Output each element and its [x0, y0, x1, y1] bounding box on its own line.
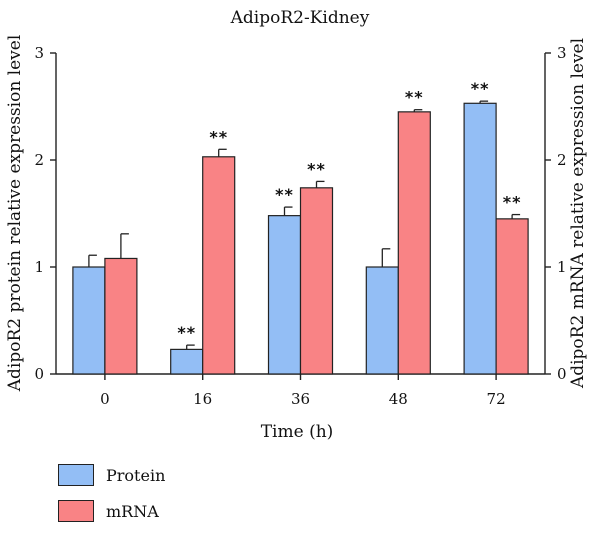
- y-tick-label-left: 2: [34, 151, 44, 169]
- y-tick-label-right: 1: [557, 258, 567, 276]
- bar-protein-0: [72, 266, 106, 375]
- legend-label-mrna: mRNA: [106, 501, 159, 521]
- legend-item-mrna: mRNA: [58, 498, 165, 524]
- legend-label-protein: Protein: [106, 465, 166, 485]
- y-tick-label-left: 3: [34, 44, 44, 62]
- bar-mrna-36: [299, 187, 334, 375]
- significance-label: **: [503, 193, 522, 212]
- y-tick-label-right: 0: [557, 365, 567, 383]
- significance-label: **: [209, 127, 228, 146]
- bar-protein-36: [267, 215, 302, 375]
- bar-mrna-72: [495, 218, 529, 375]
- bar-protein-72: [463, 102, 497, 375]
- bar-protein-16: [170, 348, 204, 375]
- chart-title: AdipoR2-Kidney: [230, 8, 370, 28]
- significance-label: **: [307, 159, 326, 178]
- significance-label: **: [275, 185, 294, 204]
- bar-mrna-48: [397, 111, 431, 375]
- bar-protein-48: [365, 266, 399, 375]
- bar-chart: AdipoR2-Kidney 0 0 1 1 2 2 3 3 0 16 ** ** 36 ** ** 48 **…: [5, 8, 588, 442]
- legend-swatch-mrna: [58, 500, 94, 522]
- legend-item-protein: Protein: [58, 462, 165, 488]
- y-axis-title-left: AdipoR2 protein relative expression leve…: [5, 35, 25, 393]
- x-tick-label: 16: [193, 390, 212, 408]
- x-axis-title: Time (h): [261, 422, 334, 442]
- legend: Protein mRNA: [58, 462, 165, 534]
- y-tick-label-left: 0: [34, 365, 44, 383]
- significance-label: **: [471, 79, 490, 98]
- x-tick-label: 72: [487, 390, 506, 408]
- y-tick-label-right: 2: [557, 151, 567, 169]
- y-tick-label-right: 3: [557, 44, 567, 62]
- bar-mrna-16: [202, 156, 236, 375]
- bar-mrna-0: [104, 257, 138, 375]
- significance-label: **: [177, 323, 196, 342]
- y-tick-label-left: 1: [34, 258, 44, 276]
- x-tick-label: 36: [291, 390, 310, 408]
- legend-swatch-protein: [58, 464, 94, 486]
- x-tick-label: 0: [100, 390, 110, 408]
- significance-label: **: [405, 88, 424, 107]
- plot-area: 0 0 1 1 2 2 3 3 0 16 ** ** 36 ** ** 48 ** 72 ** **: [34, 44, 566, 408]
- y-axis-title-right: AdipoR2 mRNA relative expression level: [568, 38, 588, 389]
- x-tick-label: 48: [389, 390, 408, 408]
